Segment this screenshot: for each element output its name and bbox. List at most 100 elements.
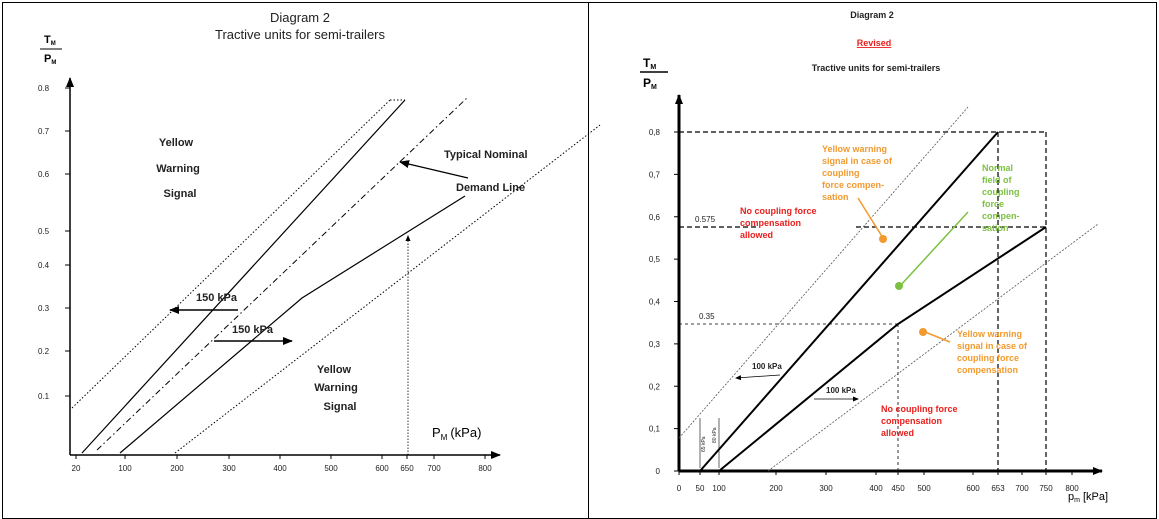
right-80-label: 80 kPa — [712, 427, 718, 443]
right-yellow-bottom-pointer — [924, 331, 951, 343]
right-x-tick-label: 100 — [712, 484, 726, 493]
right-x-tick-label: 0 — [677, 484, 682, 493]
left-x-tick-label: 800 — [478, 464, 492, 473]
svg-text:PM: PM — [643, 76, 657, 91]
left-yellow-bottom-2: Warning — [314, 382, 358, 394]
right-yellow-bottom-2: signal in case of — [957, 341, 1028, 351]
right-no-coupling-top-3: allowed — [740, 230, 773, 240]
right-normal-field-4: force — [982, 199, 1004, 209]
right-y-tick-label: 0,3 — [649, 340, 661, 349]
left-diagram: Diagram 2 Tractive units for semi-traile… — [38, 10, 601, 473]
left-offset-lower-label: 150 kPa — [232, 324, 274, 336]
left-x-tick-label: 200 — [170, 464, 184, 473]
right-y-axis-label: TM PM — [640, 56, 668, 91]
right-y-tick-label: 0,8 — [649, 128, 661, 137]
right-x-tick-label: 600 — [966, 484, 980, 493]
right-solid-lower — [718, 226, 1047, 472]
right-x-tick-label: 750 — [1039, 484, 1053, 493]
svg-text:TM: TM — [44, 34, 56, 47]
left-x-tick-label: 300 — [222, 464, 236, 473]
left-x-tick-label: 700 — [427, 464, 441, 473]
right-no-coupling-top-2: compensation — [740, 218, 801, 228]
left-yellow-top-1: Yellow — [159, 137, 194, 149]
right-y-tick-label: 0 — [656, 467, 661, 476]
right-yellow-top-2: signal in case of — [822, 156, 893, 166]
right-normal-field-2: field of — [982, 175, 1012, 185]
right-offset-upper-arrow — [735, 374, 781, 381]
left-y-tick-label: 0.6 — [38, 170, 50, 179]
right-x-tick-label: 400 — [869, 484, 883, 493]
right-y-tick-label: 0,5 — [649, 255, 661, 264]
right-yellow-top-1: Yellow warning — [822, 144, 887, 154]
left-x-tick-label: 650 — [400, 464, 414, 473]
right-offset-upper-label: 100 kPa — [752, 362, 782, 371]
right-x-tick-label: 300 — [819, 484, 833, 493]
left-nominal-demand-line — [96, 96, 469, 451]
left-yellow-bottom-3: Signal — [323, 401, 356, 413]
left-x-tick-label: 400 — [273, 464, 287, 473]
right-y-tick-label: 0,2 — [649, 382, 661, 391]
right-x-tick-label: 500 — [917, 484, 931, 493]
left-yellow-top-2: Warning — [156, 163, 200, 175]
right-guide-035-label: 0.35 — [699, 312, 715, 321]
left-y-ticks: 0.1 0.2 0.3 0.4 0.5 0.6 0.7 0.8 — [38, 84, 70, 401]
left-dotted-upper — [71, 99, 391, 409]
right-x-axis-label: pm [kPa] — [1068, 491, 1108, 504]
right-no-coupling-top-1: No coupling force — [740, 206, 817, 216]
right-x-tick-label: 50 — [696, 484, 705, 493]
right-yellow-bottom-dot — [919, 328, 927, 336]
left-yellow-top-3: Signal — [163, 188, 196, 200]
left-title: Diagram 2 — [270, 10, 330, 25]
svg-text:TM: TM — [643, 56, 656, 71]
right-y-tick-label: 0,7 — [649, 170, 661, 179]
right-x-tick-label: 450 — [891, 484, 905, 493]
right-yellow-top-dot — [879, 235, 887, 243]
right-x-ticks: 0 50 100 200 300 400 450 500 600 653 700 750 800 — [677, 471, 1079, 493]
right-diagram: Diagram 2 Revised Tractive units for sem… — [640, 10, 1108, 504]
left-x-tick-label: 500 — [324, 464, 338, 473]
right-normal-field-pointer — [899, 211, 969, 287]
right-solid-upper — [699, 131, 999, 472]
svg-text:PM: PM — [44, 53, 56, 66]
right-yellow-top-4: force compen- — [822, 180, 884, 190]
left-x-ticks: 20 100 200 300 400 500 600 650 700 800 — [72, 455, 492, 473]
left-x-tick-label: 20 — [72, 464, 81, 473]
right-y-tick-label: 0,6 — [649, 213, 661, 222]
left-x-tick-label: 100 — [118, 464, 132, 473]
right-y-tick-label: 0,1 — [649, 425, 661, 434]
right-yellow-bottom-3: coupling force — [957, 353, 1019, 363]
right-title: Diagram 2 — [850, 10, 894, 20]
right-normal-field-1: Normal — [982, 163, 1013, 173]
left-nominal-label-2: Demand Line — [456, 182, 525, 194]
left-offset-upper-label: 150 kPa — [196, 292, 238, 304]
left-subtitle: Tractive units for semi-trailers — [215, 27, 385, 42]
right-x-tick-label: 700 — [1015, 484, 1029, 493]
right-y-tick-label: 0,4 — [649, 298, 661, 307]
right-yellow-bottom-1: Yellow warning — [957, 329, 1022, 339]
left-y-axis-label: TM PM — [40, 34, 62, 66]
left-y-tick-label: 0.1 — [38, 392, 50, 401]
left-y-tick-label: 0.5 — [38, 227, 50, 236]
right-dotted-lower — [767, 223, 1099, 472]
left-y-tick-label: 0.2 — [38, 347, 50, 356]
left-x-axis-label: PM (kPa) — [432, 425, 481, 442]
left-x-tick-label: 600 — [375, 464, 389, 473]
left-y-tick-label: 0.8 — [38, 84, 50, 93]
left-solid-lower — [119, 195, 466, 454]
left-yellow-bottom-1: Yellow — [317, 364, 352, 376]
right-x-tick-label: 200 — [769, 484, 783, 493]
right-revised: Revised — [857, 38, 892, 48]
left-y-tick-label: 0.4 — [38, 261, 50, 270]
right-panel-border — [588, 2, 1157, 519]
left-nominal-label-1: Typical Nominal — [444, 149, 528, 161]
right-y-ticks: 0 0,1 0,2 0,3 0,4 0,5 0,6 0,7 0,8 — [649, 128, 679, 476]
right-yellow-top-pointer — [857, 197, 884, 239]
right-normal-field-5: compen- — [982, 211, 1020, 221]
right-no-coupling-bottom-1: No coupling force — [881, 404, 958, 414]
right-normal-field-dot — [895, 282, 903, 290]
left-y-tick-label: 0.7 — [38, 127, 50, 136]
right-yellow-top-5: sation — [822, 192, 849, 202]
right-subtitle: Tractive units for semi-trailers — [812, 63, 941, 73]
left-y-tick-label: 0.3 — [38, 304, 50, 313]
